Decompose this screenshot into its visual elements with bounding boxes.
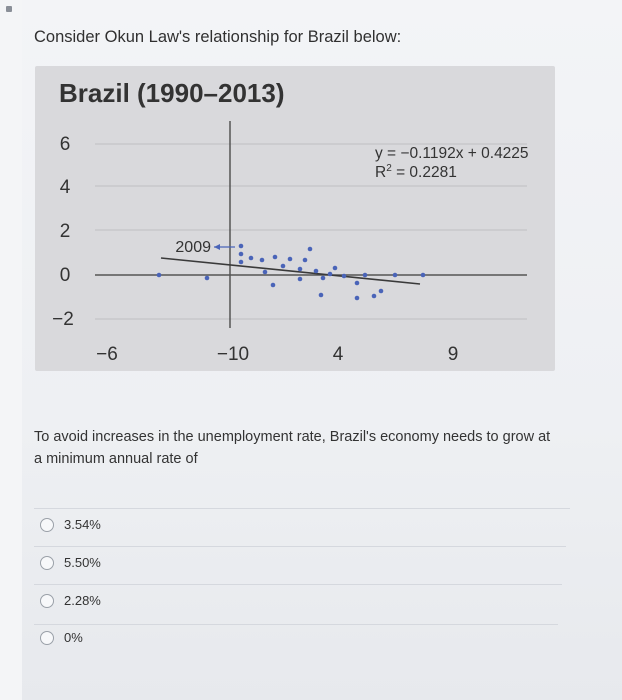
data-point: [248, 255, 254, 261]
y-tick-label: 6: [60, 134, 71, 155]
data-point: [420, 272, 426, 278]
data-point: [297, 276, 303, 282]
data-point: [156, 272, 162, 278]
annotation-label: 2009: [175, 239, 211, 256]
data-point: [238, 243, 244, 249]
data-points: [156, 243, 426, 301]
x-tick-label: 9: [448, 344, 459, 365]
x-tick-label: −6: [96, 344, 118, 365]
gridlines: [95, 143, 527, 320]
data-point: [332, 265, 338, 271]
radio-button[interactable]: [40, 517, 54, 532]
radio-button[interactable]: [40, 630, 54, 645]
y-tick-labels: 6 4 2 0 −2: [52, 134, 74, 330]
data-point: [307, 246, 313, 252]
option-3-54[interactable]: 3.54%: [40, 517, 101, 532]
data-point: [204, 275, 210, 281]
data-point: [354, 295, 360, 301]
data-point: [354, 280, 360, 286]
data-point: [302, 257, 308, 263]
annotation-arrow-icon: [214, 244, 220, 250]
data-point: [392, 272, 398, 278]
option-0[interactable]: 0%: [40, 630, 83, 645]
y-tick-label: 2: [60, 221, 71, 242]
x-tick-label: −10: [217, 344, 249, 365]
data-point: [262, 269, 268, 275]
option-label: 0%: [64, 630, 83, 645]
data-point: [371, 293, 377, 299]
data-point: [272, 254, 278, 260]
option-label: 3.54%: [64, 517, 101, 532]
data-point: [318, 292, 324, 298]
option-label: 5.50%: [64, 555, 101, 570]
regression-labels: y = −0.1192x + 0.4225 R2 = 0.2281: [375, 145, 529, 181]
regression-equation: y = −0.1192x + 0.4225: [375, 145, 529, 162]
data-point: [297, 266, 303, 272]
r-squared-label: R2 = 0.2281: [375, 163, 457, 181]
data-point: [378, 288, 384, 294]
divider: [34, 624, 558, 625]
divider: [34, 546, 566, 547]
option-2-28[interactable]: 2.28%: [40, 593, 101, 608]
data-point: [362, 272, 368, 278]
data-point: [259, 257, 265, 263]
data-point: [320, 275, 326, 281]
question-text: Consider Okun Law's relationship for Bra…: [34, 28, 402, 46]
prompt-text: To avoid increases in the unemployment r…: [34, 429, 551, 467]
divider: [34, 508, 570, 509]
divider: [34, 584, 562, 585]
chart-panel: Brazil (1990–2013) 6 4 2 0 −2 −6 −10 4 9: [35, 66, 555, 371]
option-5-50[interactable]: 5.50%: [40, 555, 101, 570]
data-point: [270, 282, 276, 288]
radio-button[interactable]: [40, 593, 54, 608]
radio-button[interactable]: [40, 555, 54, 570]
data-point: [238, 251, 244, 257]
data-point: [313, 268, 319, 274]
annotation-2009: 2009: [175, 239, 235, 256]
chart-title: Brazil (1990–2013): [59, 78, 284, 108]
data-point: [327, 271, 333, 277]
x-tick-label: 4: [333, 344, 344, 365]
marker-icon: [6, 6, 12, 12]
y-tick-label: 4: [60, 177, 71, 198]
data-point: [341, 273, 347, 279]
left-margin: [0, 0, 22, 700]
option-label: 2.28%: [64, 593, 101, 608]
data-point: [238, 259, 244, 265]
trend-line: [160, 257, 421, 285]
y-tick-label: 0: [60, 265, 71, 286]
okun-scatter-chart: Brazil (1990–2013) 6 4 2 0 −2 −6 −10 4 9: [52, 78, 529, 365]
data-point: [287, 256, 293, 262]
data-point: [280, 263, 286, 269]
x-tick-labels: −6 −10 4 9: [96, 344, 458, 365]
y-tick-label: −2: [52, 309, 74, 330]
